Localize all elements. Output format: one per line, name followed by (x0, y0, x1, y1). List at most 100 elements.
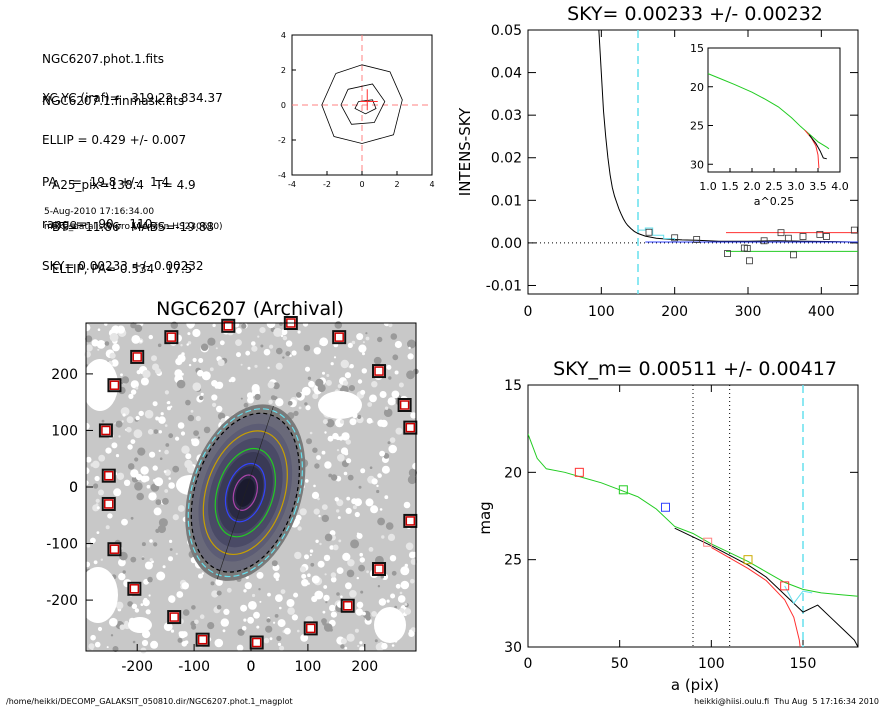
image-noise-dot (133, 429, 143, 439)
image-noise-dot (344, 451, 349, 456)
center-x-tick: 0 (359, 180, 364, 189)
image-noise-dot (340, 595, 343, 598)
image-noise-dot (168, 556, 173, 562)
image-noise-dot (120, 373, 123, 377)
image-noise-dot (330, 474, 338, 481)
image-noise-dot (266, 319, 276, 329)
image-noise-dot (275, 577, 279, 581)
info-line: NGC6207.1.finmask.fits (42, 94, 185, 108)
image-noise-dot (343, 471, 348, 476)
image-noise-dot (407, 475, 417, 485)
image-noise-dot (356, 601, 364, 609)
image-noise-dot (358, 485, 362, 489)
image-noise-dot (254, 393, 261, 401)
image-noise-dot (366, 417, 373, 424)
image-noise-dot (243, 618, 247, 622)
image-noise-dot (152, 479, 156, 482)
sky-profile-line (598, 30, 858, 243)
image-noise-dot (195, 415, 201, 422)
image-noise-dot (124, 620, 129, 625)
image-noise-dot (120, 407, 130, 416)
image-x-tick: 0 (247, 659, 256, 675)
image-noise-dot (152, 401, 158, 407)
image-noise-dot (314, 463, 320, 469)
mag-cyan-line (784, 585, 813, 605)
sky-square-marker (746, 257, 753, 265)
image-noise-dot (257, 335, 260, 338)
star-mask-marker (107, 378, 122, 393)
image-noise-dot (259, 600, 262, 603)
image-noise-dot (217, 359, 225, 367)
image-noise-dot (377, 585, 381, 588)
inset-x-tick: 3.5 (809, 180, 827, 193)
sky-y-tick: 0.01 (491, 193, 522, 209)
image-noise-dot (222, 629, 226, 633)
image-noise-dot (228, 379, 232, 383)
mag-frame (527, 384, 859, 648)
image-noise-dot (237, 628, 245, 636)
image-noise-dot (275, 362, 283, 370)
inset-y-tick: 20 (690, 81, 704, 94)
image-noise-dot (118, 435, 121, 438)
image-noise-dot (324, 533, 333, 542)
image-noise-dot (118, 572, 126, 581)
image-noise-dot (349, 418, 357, 426)
image-title: NGC6207 (Archival) (156, 298, 344, 320)
center-x-tick: -4 (288, 180, 296, 189)
sky-y-tick: 0.03 (491, 108, 522, 124)
image-noise-dot (98, 454, 106, 462)
mag-x-tick: 100 (698, 656, 725, 672)
image-noise-dot (354, 511, 360, 518)
image-noise-dot (95, 503, 99, 507)
image-noise-dot (397, 595, 406, 603)
image-noise-dot (223, 608, 230, 615)
image-noise-dot (130, 516, 134, 520)
image-noise-dot (299, 566, 307, 573)
image-noise-dot (275, 398, 284, 407)
image-noise-dot (167, 401, 171, 405)
star-mask-marker (340, 598, 355, 613)
image-noise-dot (293, 410, 299, 416)
image-noise-dot (365, 498, 374, 507)
image-noise-dot (305, 405, 311, 411)
image-noise-dot (235, 339, 242, 346)
image-noise-dot (190, 409, 194, 413)
image-noise-dot (251, 341, 256, 346)
image-noise-dot (356, 576, 359, 580)
image-noise-dot (245, 350, 251, 356)
image-noise-dot (178, 377, 182, 380)
image-noise-dot (180, 344, 183, 347)
mag-black-line (674, 527, 858, 647)
image-y-tick: -200 (46, 593, 78, 609)
image-noise-dot (243, 589, 247, 593)
image-noise-dot (116, 472, 125, 480)
sky-square-marker (645, 228, 653, 236)
image-noise-dot (369, 394, 377, 403)
image-noise-dot (153, 507, 162, 516)
image-noise-dot (150, 640, 159, 649)
star-mask-marker-inner (104, 499, 114, 509)
image-noise-dot (184, 640, 189, 645)
image-noise-dot (322, 419, 328, 425)
image-noise-dot (100, 558, 103, 561)
mag-square-marker (703, 537, 713, 547)
image-noise-dot (252, 593, 256, 598)
image-noise-dot (90, 634, 96, 641)
image-noise-dot (330, 362, 334, 366)
image-noise-dot (324, 461, 332, 469)
image-noise-dot (127, 601, 133, 607)
mag-y-tick: 15 (504, 378, 522, 394)
image-noise-dot (358, 344, 367, 353)
image-noise-dot (310, 562, 315, 567)
image-noise-dot (246, 392, 254, 399)
image-noise-dot (377, 517, 385, 526)
image-noise-dot (298, 406, 302, 410)
image-noise-dot (98, 489, 104, 496)
image-noise-dot (400, 580, 410, 590)
center-y-tick: -4 (278, 171, 286, 180)
mag-y-tick: 20 (504, 465, 522, 481)
image-noise-dot (111, 442, 118, 449)
image-noise-dot (380, 575, 384, 579)
image-noise-dot (85, 456, 92, 463)
image-noise-dot (386, 599, 390, 603)
